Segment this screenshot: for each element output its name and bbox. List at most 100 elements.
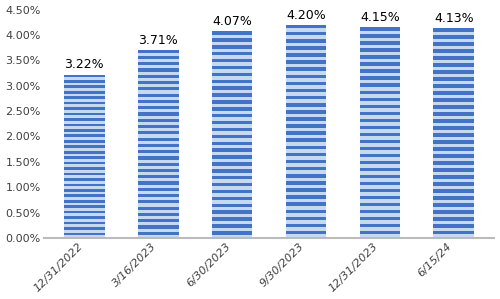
Bar	[64, 170, 104, 173]
Bar	[434, 32, 474, 35]
Bar	[434, 165, 474, 168]
Bar	[360, 231, 400, 234]
Bar	[212, 162, 252, 166]
Bar	[434, 91, 474, 95]
Text: 4.13%: 4.13%	[434, 12, 474, 25]
Bar	[434, 119, 474, 123]
Bar	[286, 231, 327, 234]
Bar	[286, 188, 327, 192]
Bar	[360, 115, 400, 119]
Bar	[138, 153, 178, 156]
Bar	[434, 158, 474, 161]
Bar	[434, 116, 474, 119]
Bar	[286, 53, 327, 57]
Bar	[434, 175, 474, 179]
Bar	[360, 234, 400, 238]
Bar	[360, 38, 400, 41]
Bar	[434, 161, 474, 165]
Bar	[434, 168, 474, 172]
Bar	[138, 103, 178, 106]
Bar	[360, 199, 400, 203]
Bar	[286, 135, 327, 138]
Bar	[64, 202, 104, 205]
Bar	[360, 157, 400, 161]
Bar	[360, 101, 400, 105]
Bar	[360, 182, 400, 185]
Bar	[64, 192, 104, 194]
Bar	[286, 99, 327, 103]
Bar	[212, 166, 252, 169]
Bar	[434, 193, 474, 196]
Bar	[286, 96, 327, 99]
Bar	[434, 81, 474, 84]
Bar	[138, 106, 178, 109]
Bar	[286, 46, 327, 50]
Bar	[434, 84, 474, 88]
Bar	[138, 53, 178, 56]
Bar	[360, 87, 400, 91]
Bar	[212, 186, 252, 190]
Bar	[286, 42, 327, 46]
Bar	[286, 25, 327, 28]
Bar	[212, 204, 252, 207]
Bar	[212, 152, 252, 155]
Bar	[138, 56, 178, 59]
Bar	[212, 35, 252, 38]
Bar	[212, 159, 252, 162]
Bar	[138, 144, 178, 147]
Bar	[360, 171, 400, 175]
Bar	[212, 38, 252, 42]
Bar	[434, 109, 474, 112]
Bar	[64, 186, 104, 189]
Bar	[212, 93, 252, 97]
Bar	[434, 179, 474, 182]
Bar	[212, 173, 252, 176]
Bar	[212, 131, 252, 135]
Bar	[138, 160, 178, 163]
Bar	[360, 59, 400, 62]
Bar	[138, 169, 178, 172]
Bar	[138, 119, 178, 122]
Bar	[434, 95, 474, 98]
Bar	[286, 199, 327, 202]
Bar	[64, 126, 104, 129]
Bar	[64, 189, 104, 192]
Bar	[212, 66, 252, 69]
Bar	[286, 227, 327, 231]
Bar	[138, 200, 178, 203]
Bar	[286, 68, 327, 71]
Bar	[286, 39, 327, 42]
Bar	[64, 167, 104, 170]
Bar	[212, 45, 252, 49]
Bar	[360, 210, 400, 213]
Bar	[434, 77, 474, 81]
Bar	[286, 78, 327, 82]
Bar	[64, 96, 104, 99]
Bar	[138, 62, 178, 65]
Bar	[64, 94, 104, 96]
Bar	[434, 70, 474, 74]
Bar	[286, 71, 327, 74]
Bar	[212, 90, 252, 93]
Bar	[64, 235, 104, 238]
Bar	[286, 163, 327, 167]
Bar	[360, 178, 400, 182]
Bar	[360, 48, 400, 52]
Bar	[434, 186, 474, 189]
Bar	[138, 188, 178, 191]
Bar	[64, 197, 104, 200]
Text: 4.07%: 4.07%	[212, 15, 252, 28]
Text: 4.15%: 4.15%	[360, 11, 400, 24]
Bar	[64, 123, 104, 126]
Bar	[286, 85, 327, 89]
Bar	[64, 205, 104, 208]
Bar	[138, 65, 178, 68]
Bar	[434, 207, 474, 210]
Bar	[434, 196, 474, 199]
Bar	[64, 173, 104, 175]
Bar	[434, 137, 474, 140]
Bar	[434, 105, 474, 109]
Bar	[286, 142, 327, 146]
Bar	[286, 167, 327, 170]
Bar	[434, 189, 474, 193]
